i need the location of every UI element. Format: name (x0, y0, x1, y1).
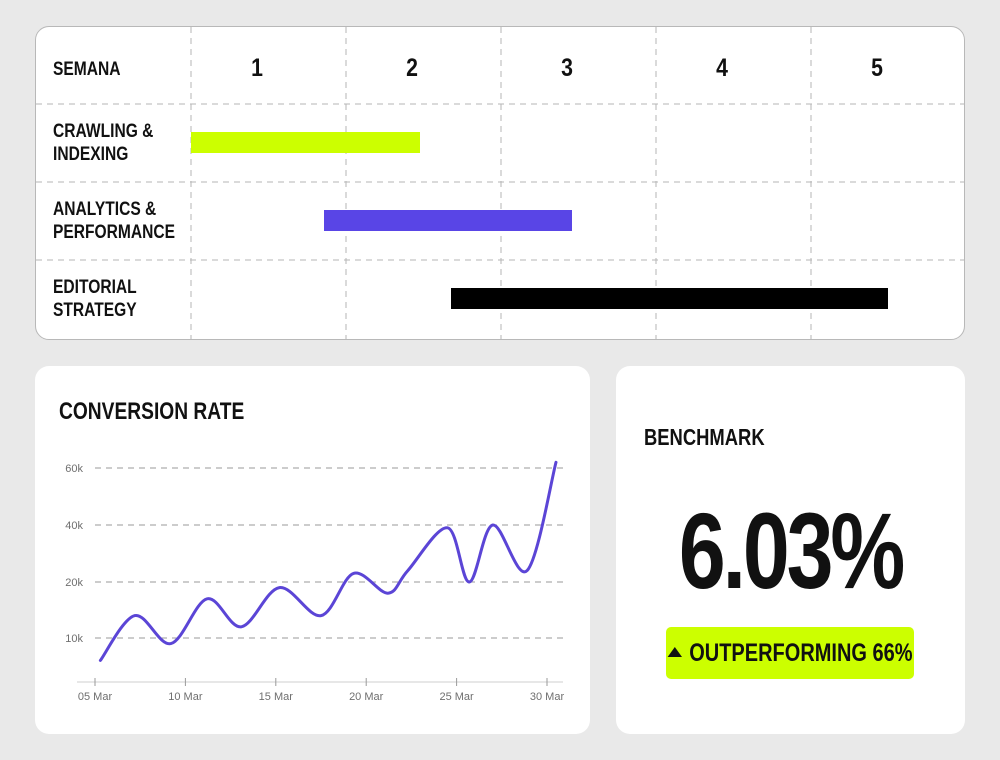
x-tick-label: 20 Mar (349, 691, 384, 703)
benchmark-title: BENCHMARK (644, 424, 765, 450)
gantt-grid (36, 27, 964, 339)
gantt-card: SEMANA 1 2 3 4 5 CRAWLING & INDEXING ANALYTIC… (35, 26, 965, 340)
week-number-5: 5 (870, 54, 883, 82)
task-label: ANALYTICS & PERFORMANCE (53, 199, 176, 243)
week-number-3: 3 (560, 54, 573, 82)
y-tick-label: 60k (65, 463, 83, 475)
gantt-header-label: SEMANA (53, 59, 121, 80)
conversion-series-line (98, 460, 558, 662)
task-label: CRAWLING & INDEXING (53, 121, 154, 165)
conversion-card: CONVERSION RATE 10k 20k 40k 60k 05 Mar 10 Mar… (35, 366, 590, 734)
week-number-2: 2 (405, 54, 418, 82)
task-label: EDITORIAL STRATEGY (53, 277, 137, 321)
benchmark-value: 6.03% (678, 490, 905, 611)
x-tick-label: 05 Mar (78, 691, 113, 703)
x-tick-label: 10 Mar (168, 691, 203, 703)
gantt-bar (324, 210, 573, 231)
y-tick-label: 40k (65, 520, 83, 532)
gantt-bar (451, 288, 889, 309)
week-number-4: 4 (715, 54, 728, 82)
outperforming-badge: OUTPERFORMING 66% (666, 627, 914, 679)
x-tick-label: 30 Mar (530, 691, 565, 703)
week-number-1: 1 (250, 54, 263, 82)
badge-text: OUTPERFORMING 66% (689, 638, 913, 667)
triangle-up-icon (667, 646, 682, 657)
x-tick-label: 25 Mar (439, 691, 474, 703)
x-tick-label: 15 Mar (259, 691, 294, 703)
y-tick-label: 10k (65, 633, 83, 645)
y-tick-label: 20k (65, 577, 83, 589)
gantt-bar (191, 132, 421, 153)
conversion-chart: 10k 20k 40k 60k 05 Mar 10 Mar 15 Mar 20 Mar 25 M… (65, 460, 565, 703)
conversion-title: CONVERSION RATE (59, 398, 245, 425)
benchmark-card: BENCHMARK 6.03% OUTPERFORMING 66% (616, 366, 965, 734)
